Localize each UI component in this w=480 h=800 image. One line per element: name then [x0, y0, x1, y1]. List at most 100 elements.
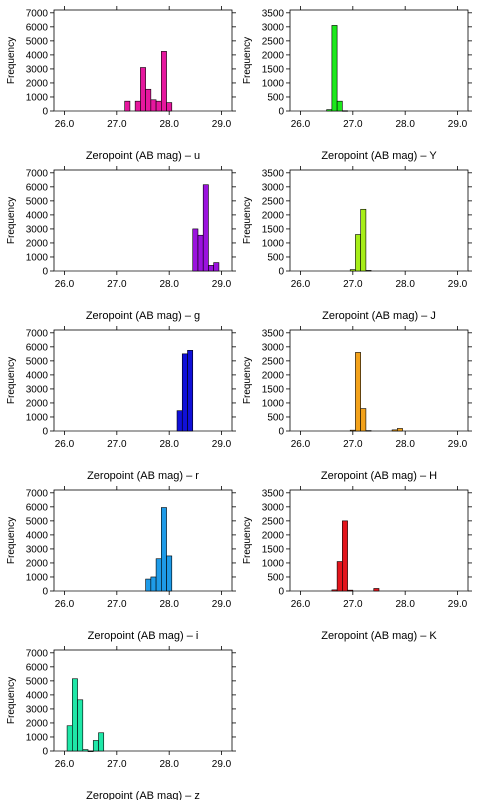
y-tick-label: 2500	[262, 36, 285, 47]
histogram-bar	[87, 750, 94, 752]
y-tick-label: 5000	[26, 676, 49, 687]
y-tick-label: 3000	[26, 704, 49, 715]
y-tick-label: 2000	[26, 238, 49, 249]
y-tick-label: 2000	[262, 50, 285, 61]
y-tick-label: 0	[42, 747, 48, 758]
histogram-bar	[187, 350, 194, 432]
y-tick-label: 2000	[26, 78, 49, 89]
x-axis-label: Zeropoint (AB mag) – K	[321, 630, 437, 642]
y-tick-label: 6000	[26, 662, 49, 673]
x-axis-label: Zeropoint (AB mag) – g	[86, 310, 200, 322]
histogram-bar	[213, 262, 220, 272]
histogram-bar	[72, 678, 78, 752]
x-tick-label: 26.0	[55, 439, 75, 450]
y-axis-label: Frequency	[6, 517, 17, 564]
y-tick-label: 3500	[262, 168, 285, 179]
y-tick-label: 2500	[262, 196, 285, 207]
y-tick-label: 0	[278, 587, 284, 598]
y-tick-label: 6000	[26, 342, 49, 353]
x-tick-label: 28.0	[159, 599, 179, 610]
histogram-bar	[134, 100, 141, 112]
histogram-bar	[155, 558, 162, 592]
y-tick-label: 2000	[26, 718, 49, 729]
histogram-bar	[360, 208, 367, 272]
y-tick-label: 7000	[26, 488, 49, 499]
y-tick-label: 2000	[26, 398, 49, 409]
y-tick-label: 1500	[262, 64, 285, 75]
x-tick-label: 28.0	[395, 599, 415, 610]
x-tick-label: 29.0	[448, 439, 468, 450]
y-tick-label: 1500	[262, 544, 285, 555]
plot-frame	[289, 489, 469, 592]
x-tick-label: 26.0	[55, 759, 75, 770]
histogram-bar	[145, 88, 152, 112]
x-tick-label: 27.0	[107, 599, 127, 610]
histogram-bar	[161, 51, 167, 112]
x-tick-label: 27.0	[107, 439, 127, 450]
panel-7: 26.0 27.0 28.0 29.0 0 1000 2000 3000 4000 5000 600…	[6, 486, 236, 642]
y-tick-label: 5000	[26, 36, 49, 47]
histogram-bar	[181, 353, 188, 432]
x-tick-label: 28.0	[159, 279, 179, 290]
histogram-bar	[124, 100, 131, 112]
y-tick-label: 4000	[26, 530, 49, 541]
x-tick-label: 29.0	[212, 119, 232, 130]
y-tick-label: 1500	[262, 384, 285, 395]
histogram-bar	[391, 429, 398, 432]
histogram-bar	[331, 25, 338, 112]
histogram-bar	[355, 352, 361, 432]
y-tick-label: 2000	[26, 558, 49, 569]
x-tick-label: 29.0	[212, 279, 232, 290]
x-tick-label: 26.0	[55, 279, 75, 290]
x-tick-label: 27.0	[107, 759, 127, 770]
plot-frame	[53, 329, 233, 432]
x-tick-label: 26.0	[55, 599, 75, 610]
histogram-bar	[342, 520, 348, 592]
y-tick-label: 7000	[26, 328, 49, 339]
y-tick-label: 3000	[262, 342, 285, 353]
x-tick-label: 27.0	[343, 119, 363, 130]
x-tick-label: 28.0	[159, 119, 179, 130]
x-tick-label: 29.0	[448, 119, 468, 130]
panel-1: 26.0 27.0 28.0 29.0 0 1000 2000 3000 4000 5000 600…	[6, 6, 236, 162]
x-tick-label: 29.0	[212, 439, 232, 450]
y-axis-label: Frequency	[242, 357, 253, 404]
y-tick-label: 0	[278, 427, 284, 438]
y-tick-label: 0	[278, 267, 284, 278]
y-tick-label: 0	[42, 107, 48, 118]
histogram-bar	[176, 410, 183, 432]
plot-frame	[289, 169, 469, 272]
y-tick-label: 3000	[26, 224, 49, 235]
x-tick-label: 28.0	[395, 279, 415, 290]
x-tick-label: 27.0	[107, 279, 127, 290]
x-tick-label: 28.0	[395, 119, 415, 130]
y-tick-label: 7000	[26, 168, 49, 179]
x-tick-label: 26.0	[291, 439, 311, 450]
histogram-bar	[145, 578, 152, 592]
y-tick-label: 7000	[26, 8, 49, 19]
x-tick-label: 29.0	[448, 279, 468, 290]
histogram-bar	[155, 100, 162, 112]
x-tick-label: 27.0	[107, 119, 127, 130]
y-tick-label: 3000	[262, 22, 285, 33]
y-tick-label: 1000	[262, 558, 285, 569]
histogram-bar	[150, 576, 157, 592]
histogram-bar	[77, 699, 84, 752]
y-tick-label: 3500	[262, 488, 285, 499]
y-tick-label: 500	[267, 412, 284, 423]
y-tick-label: 1000	[262, 238, 285, 249]
y-tick-label: 2000	[262, 530, 285, 541]
y-tick-label: 3500	[262, 328, 285, 339]
histogram-bar	[349, 429, 356, 432]
plot-frame	[289, 329, 469, 432]
x-axis-label: Zeropoint (AB mag) – u	[86, 150, 200, 162]
histogram-bar	[397, 428, 403, 432]
y-tick-label: 1000	[26, 412, 49, 423]
histogram-bar	[202, 184, 209, 272]
panel-5: 26.0 27.0 28.0 29.0 0 1000 2000 3000 4000 5000 600…	[6, 326, 236, 482]
histogram-bar	[365, 430, 372, 432]
y-tick-label: 3000	[262, 182, 285, 193]
histogram-bar	[82, 749, 89, 752]
histogram-bar	[336, 561, 343, 592]
x-tick-label: 29.0	[212, 599, 232, 610]
